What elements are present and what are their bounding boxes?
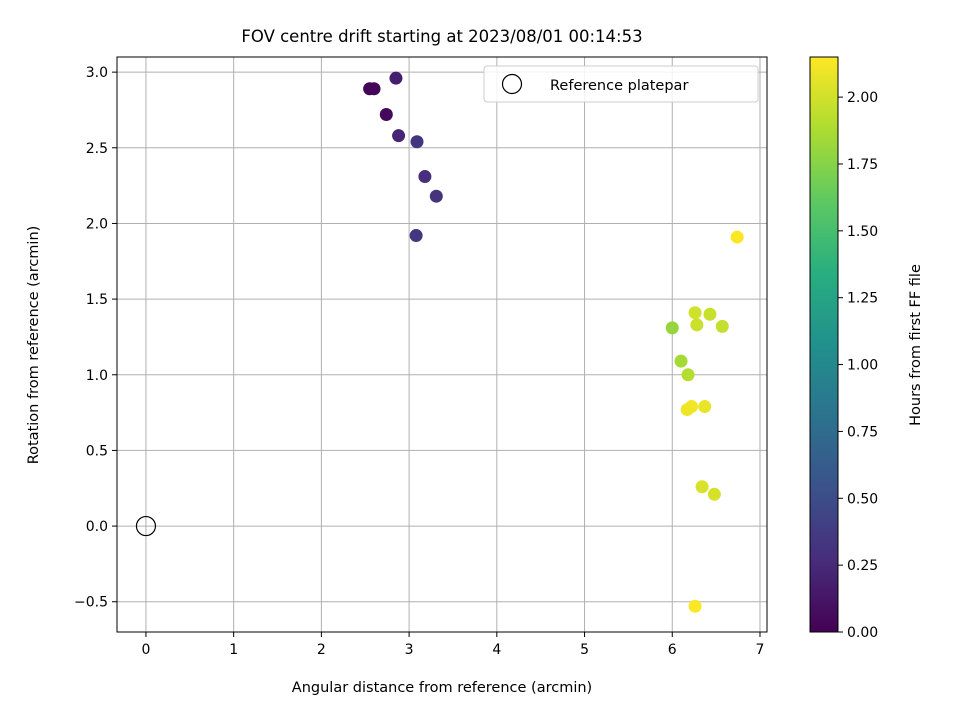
scatter-point (703, 307, 717, 321)
colorbar-tick-label: 1.00 (847, 358, 878, 374)
y-tick-label: −0.5 (74, 595, 108, 611)
colorbar-tick-label: 0.50 (847, 491, 878, 507)
colorbar-tick-label: 1.25 (847, 291, 878, 307)
colorbar-tick-label: 0.25 (847, 558, 878, 574)
x-tick-label: 7 (756, 642, 765, 658)
x-tick-label: 6 (668, 642, 677, 658)
colorbar-tick-label: 2.00 (847, 90, 878, 106)
scatter-point (379, 108, 393, 121)
y-axis-label: Rotation from reference (arcmin) (26, 226, 42, 465)
scatter-point (409, 229, 423, 243)
legend: Reference platepar (483, 65, 759, 103)
colorbar-label: Hours from first FF file (908, 264, 924, 426)
colorbar-tick-label: 0.00 (847, 625, 878, 641)
data-points (135, 71, 744, 613)
scatter-point (418, 170, 432, 184)
colorbar-tick-label: 0.75 (847, 424, 878, 440)
colorbar-tick-label: 1.75 (847, 157, 878, 173)
scatter-point (688, 306, 702, 320)
scatter-point (392, 129, 406, 143)
x-tick-label: 0 (141, 642, 150, 658)
x-axis-ticks: 0 1 2 3 4 5 6 7 (141, 632, 764, 658)
x-tick-label: 1 (229, 642, 238, 658)
grid (117, 57, 767, 632)
legend-box (483, 65, 759, 103)
x-tick-label: 5 (580, 642, 589, 658)
colorbar-tick-label: 1.50 (847, 224, 878, 240)
colorbar: 0.00 0.25 0.50 0.75 1.00 1.25 1.50 1.75 2.00 Hou… (809, 56, 924, 641)
scatter-point (681, 368, 695, 382)
scatter-point (690, 318, 704, 332)
colorbar-ticks: 0.00 0.25 0.50 0.75 1.00 1.25 1.50 1.75 2.00 (838, 90, 878, 641)
y-tick-label: 2.0 (86, 216, 108, 232)
scatter-point (698, 400, 712, 414)
x-tick-label: 2 (317, 642, 326, 658)
scatter-point (715, 319, 729, 333)
scatter-point (707, 487, 721, 501)
legend-entry-reference-platepar: Reference platepar (550, 78, 688, 94)
x-tick-label: 4 (492, 642, 501, 658)
reference-platepar-marker (135, 515, 157, 537)
chart-title: FOV centre drift starting at 2023/08/01 … (241, 27, 642, 46)
scatter-point (410, 135, 424, 149)
scatter-point (695, 480, 709, 494)
y-tick-label: 1.5 (86, 292, 108, 308)
plot-area-frame (116, 56, 768, 633)
y-tick-label: 2.5 (86, 141, 108, 157)
y-axis-ticks: −0.5 0.0 0.5 1.0 1.5 2.0 2.5 3.0 (74, 65, 117, 611)
scatter-point (674, 354, 688, 368)
x-tick-label: 3 (405, 642, 414, 658)
colorbar-gradient (809, 56, 839, 633)
y-tick-label: 0.0 (86, 519, 108, 535)
legend-reference-marker (501, 73, 523, 95)
y-tick-label: 3.0 (86, 65, 108, 81)
scatter-point (367, 82, 381, 96)
y-tick-label: 0.5 (86, 443, 108, 459)
scatter-point (688, 599, 702, 613)
scatter-point (389, 71, 403, 85)
x-axis-label: Angular distance from reference (arcmin) (292, 680, 592, 696)
y-tick-label: 1.0 (86, 368, 108, 384)
scatter-point (429, 189, 443, 203)
scatter-point (665, 321, 679, 335)
scatter-point (680, 403, 694, 417)
scatter-point (730, 230, 744, 244)
